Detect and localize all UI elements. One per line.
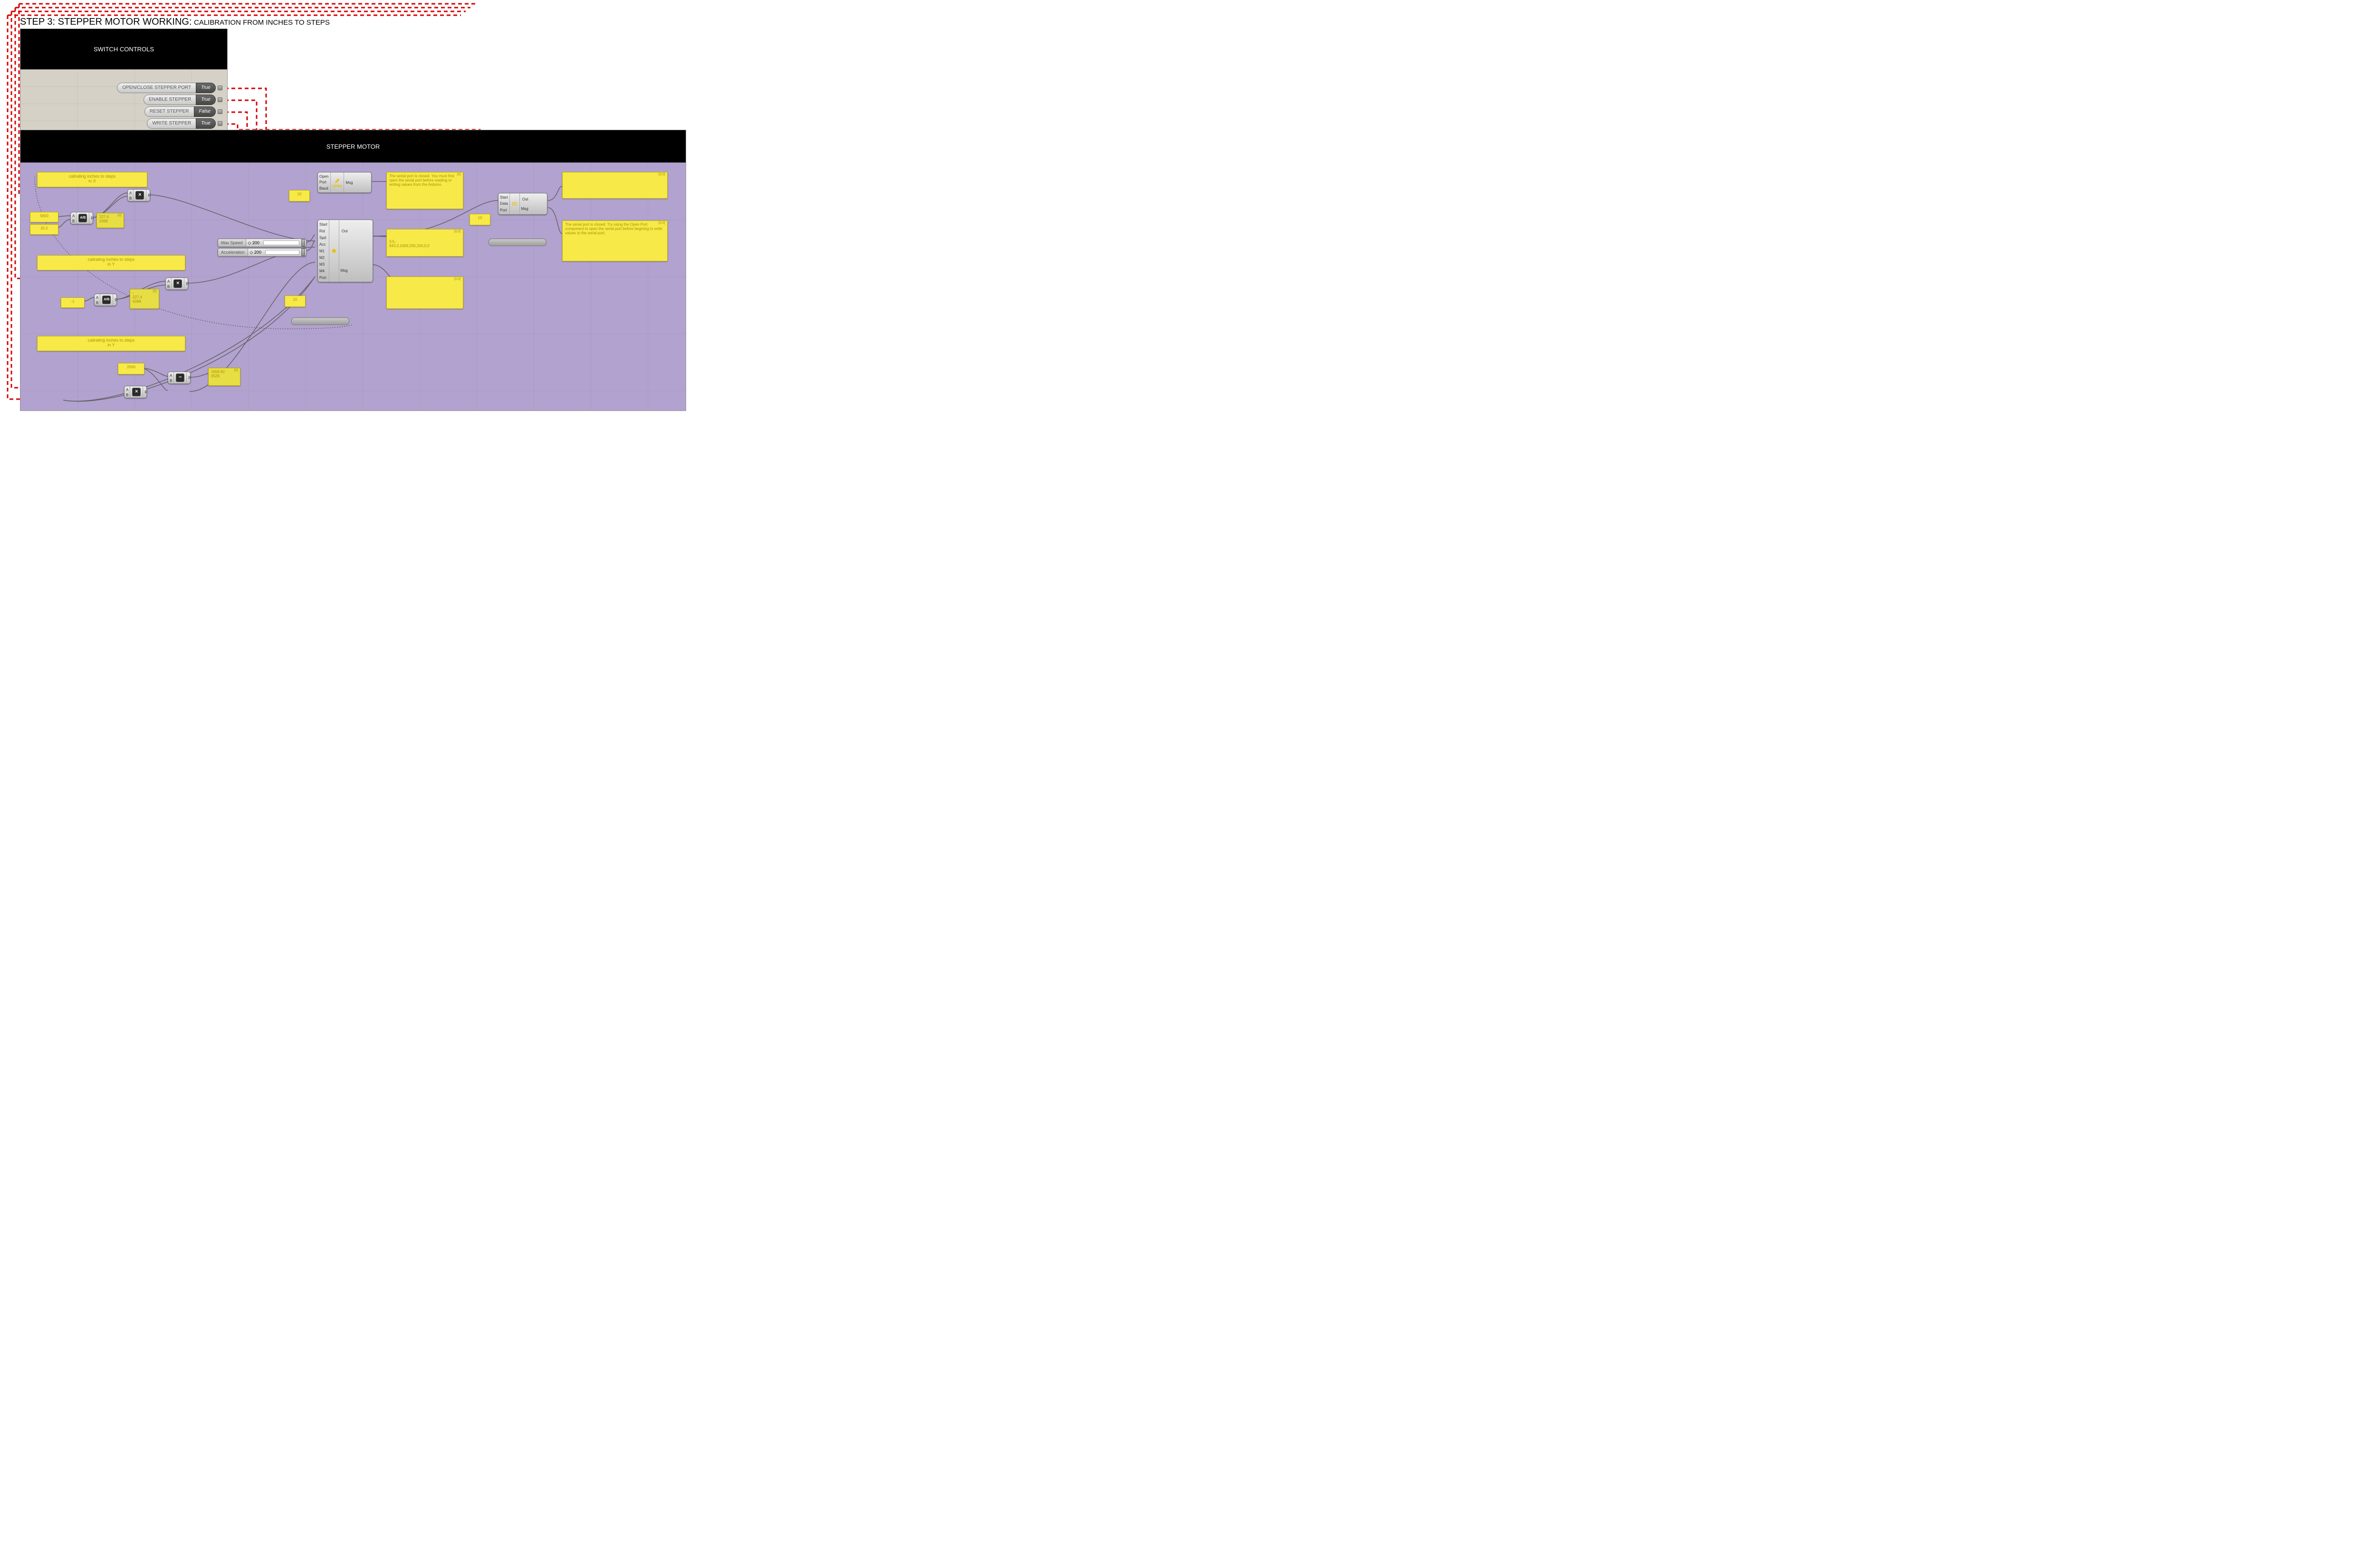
- number-panel-5800[interactable]: 5800: [30, 212, 58, 222]
- result-panel-y2[interactable]: {0} 1658.82 3529: [208, 368, 240, 386]
- toggle-open-close-port[interactable]: OPEN/CLOSE STEPPER PORT True: [117, 83, 222, 93]
- divide-icon: A/B: [102, 296, 111, 304]
- slider-max-speed[interactable]: Max Speed ◇ 200: [218, 239, 307, 247]
- toggle-reset-stepper[interactable]: RESET STEPPER False: [144, 106, 222, 117]
- toggle-write-stepper[interactable]: WRITE STEPPER True: [147, 118, 222, 129]
- toggle-label: ENABLE STEPPER: [144, 95, 196, 105]
- number-panel-10a[interactable]: 10: [289, 190, 310, 201]
- stepper-component[interactable]: Start Rst Spd Acc M1 M2 M3 M4 Port ✹ Out…: [317, 220, 373, 282]
- write-icon: ✉: [512, 200, 517, 208]
- number-panel-10b[interactable]: 10: [285, 296, 306, 307]
- result-panel-x[interactable]: {0} 227.4 5098: [96, 213, 124, 228]
- multiply-component-y2[interactable]: AB × R: [124, 386, 147, 398]
- divide-component-x[interactable]: AB A/B R: [70, 212, 93, 224]
- toggle-grip[interactable]: [218, 121, 222, 126]
- multiply-component-x[interactable]: AB × R: [127, 189, 150, 201]
- group-label-x: calirating inches to steps in X: [37, 172, 147, 187]
- title-main: STEP 3: STEPPER MOTOR WORKING:: [20, 17, 192, 27]
- toggle-grip[interactable]: [218, 109, 222, 114]
- toggle-grip[interactable]: [218, 97, 222, 102]
- panel-write-msg[interactable]: {0;0} The serial port is closed. Try usi…: [562, 220, 668, 261]
- toggle-enable-stepper[interactable]: ENABLE STEPPER True: [144, 95, 222, 105]
- number-panel-2000[interactable]: 2000: [118, 363, 144, 374]
- open-icon-label: OPEN: [333, 185, 342, 188]
- toggle-value: True: [196, 118, 216, 129]
- switch-controls-panel: SWITCH CONTROLS OPEN/CLOSE STEPPER PORT …: [20, 29, 228, 140]
- panel-stepper-msg[interactable]: {0;0}: [386, 277, 463, 309]
- multiply-component-y[interactable]: AB × R: [165, 277, 188, 290]
- toggle-value: True: [196, 95, 216, 105]
- stepper-motor-panel: STEPPER MOTOR: [20, 130, 686, 411]
- port-icon: ⬈: [335, 177, 340, 185]
- slider-acceleration[interactable]: Acceleration ◇ 200: [218, 248, 307, 257]
- grasshopper-canvas[interactable]: calirating inches to steps in X 5800 25.…: [20, 163, 686, 411]
- number-panel-10c[interactable]: 10: [469, 214, 490, 225]
- multiply-icon: ×: [173, 279, 182, 288]
- toggle-label: WRITE STEPPER: [147, 118, 196, 129]
- subtract-component[interactable]: AB − R: [168, 372, 191, 384]
- toggle-label: OPEN/CLOSE STEPPER PORT: [117, 83, 196, 93]
- stepper-motor-header: STEPPER MOTOR: [20, 130, 686, 163]
- multiply-icon: ×: [132, 388, 141, 396]
- divide-component-y[interactable]: AB A/B R: [94, 294, 117, 306]
- gear-icon: ✹: [331, 247, 337, 255]
- subtract-icon: −: [176, 373, 184, 382]
- group-label-y2: calirating inches to steps in Y: [37, 336, 185, 351]
- multiply-icon: ×: [135, 191, 144, 200]
- number-panel-neg1[interactable]: -1: [61, 297, 85, 308]
- panel-write-out[interactable]: {0;0}: [562, 172, 668, 199]
- panel-open-msg[interactable]: {0} The serial port is closed. You must …: [386, 172, 463, 209]
- write-component[interactable]: Start Data Port ✉ Out Msg: [498, 193, 547, 215]
- param-pill[interactable]: [291, 317, 349, 325]
- panel-stepper-out[interactable]: {0;0} 3,5,- 943,0,1659,200,200,0,0: [386, 229, 463, 257]
- toggle-value: False: [194, 106, 216, 117]
- number-panel-25-5[interactable]: 25.5: [30, 224, 58, 235]
- title-sub: CALIBRATION FROM INCHES TO STEPS: [194, 19, 330, 27]
- toggle-value: True: [196, 83, 216, 93]
- result-panel-y[interactable]: {0} - 227.4 5098: [130, 289, 159, 309]
- group-label-y: calirating inches to steps in Y: [37, 255, 185, 270]
- divide-icon: A/B: [78, 214, 87, 222]
- toggle-grip[interactable]: [218, 86, 222, 90]
- open-port-component[interactable]: Open Port Baud ⬈ OPEN Msg: [317, 172, 372, 193]
- toggle-label: RESET STEPPER: [144, 106, 194, 117]
- page-title: STEP 3: STEPPER MOTOR WORKING: CALIBRATI…: [20, 17, 330, 28]
- param-pill[interactable]: [489, 239, 546, 246]
- switch-controls-header: SWITCH CONTROLS: [20, 29, 227, 69]
